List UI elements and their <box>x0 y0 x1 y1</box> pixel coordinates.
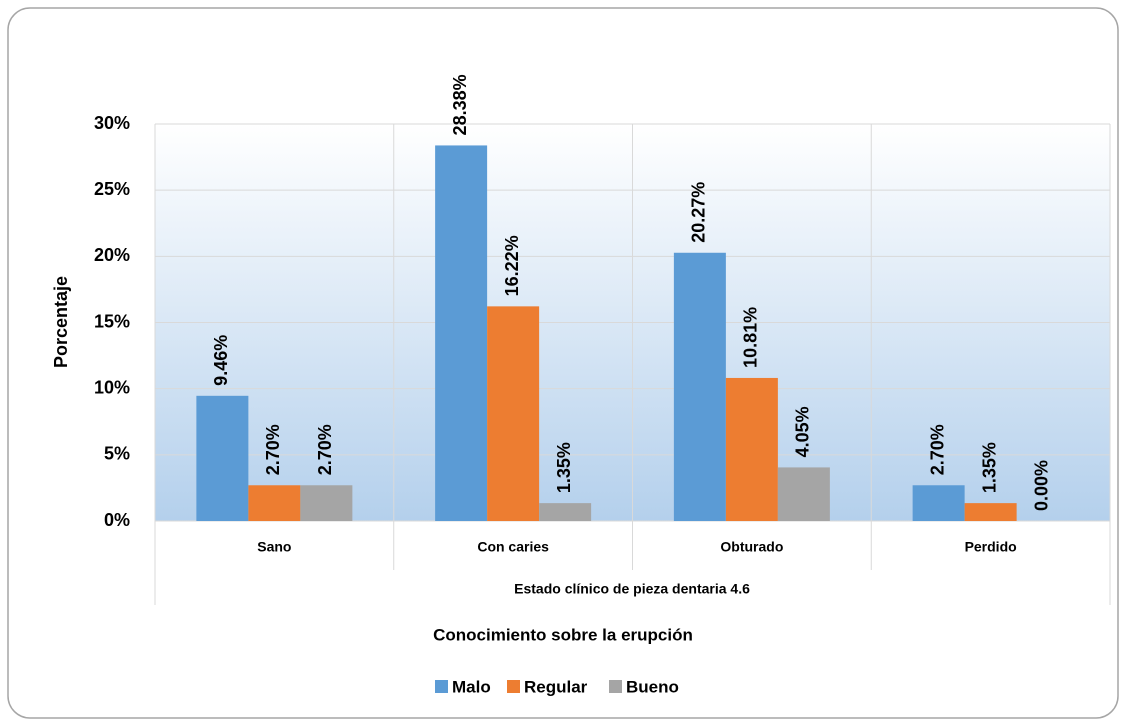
y-axis-title: Porcentaje <box>51 276 71 368</box>
legend-title: Conocimiento sobre la erupción <box>433 625 693 644</box>
bar <box>912 485 965 521</box>
value-label: 2.70% <box>263 424 283 475</box>
value-label: 2.70% <box>315 424 335 475</box>
value-label: 10.81% <box>741 307 761 368</box>
y-tick-label: 30% <box>94 113 130 133</box>
bar <box>777 467 830 521</box>
x-tick-label: Perdido <box>965 539 1017 555</box>
value-label: 1.35% <box>979 442 999 493</box>
legend-swatch <box>609 680 622 693</box>
value-label: 2.70% <box>927 424 947 475</box>
value-label: 0.00% <box>1031 460 1051 511</box>
bar <box>964 503 1017 521</box>
y-tick-label: 20% <box>94 245 130 265</box>
value-label: 4.05% <box>793 406 813 457</box>
bar <box>539 503 592 521</box>
value-label: 16.22% <box>502 235 522 296</box>
bar <box>300 485 353 521</box>
legend-label: Regular <box>524 677 588 696</box>
legend-swatch <box>507 680 520 693</box>
value-label: 28.38% <box>450 74 470 135</box>
bar <box>248 485 301 521</box>
legend-label: Malo <box>452 677 491 696</box>
value-label: 20.27% <box>689 182 709 243</box>
legend-swatch <box>435 680 448 693</box>
value-label: 9.46% <box>211 335 231 386</box>
y-tick-label: 15% <box>94 311 130 331</box>
bar <box>725 377 778 521</box>
y-tick-label: 10% <box>94 377 130 397</box>
bar <box>487 306 540 521</box>
value-label: 1.35% <box>554 442 574 493</box>
bar <box>196 395 249 521</box>
legend-label: Bueno <box>626 677 679 696</box>
y-tick-label: 0% <box>104 510 130 530</box>
bar <box>673 252 726 522</box>
x-tick-label: Con caries <box>477 539 549 555</box>
y-tick-label: 25% <box>94 179 130 199</box>
bar <box>435 145 488 522</box>
x-axis-title: Estado clínico de pieza dentaria 4.6 <box>514 581 750 597</box>
x-tick-label: Sano <box>257 539 291 555</box>
x-tick-label: Obturado <box>720 539 783 555</box>
y-tick-label: 5% <box>104 444 130 464</box>
